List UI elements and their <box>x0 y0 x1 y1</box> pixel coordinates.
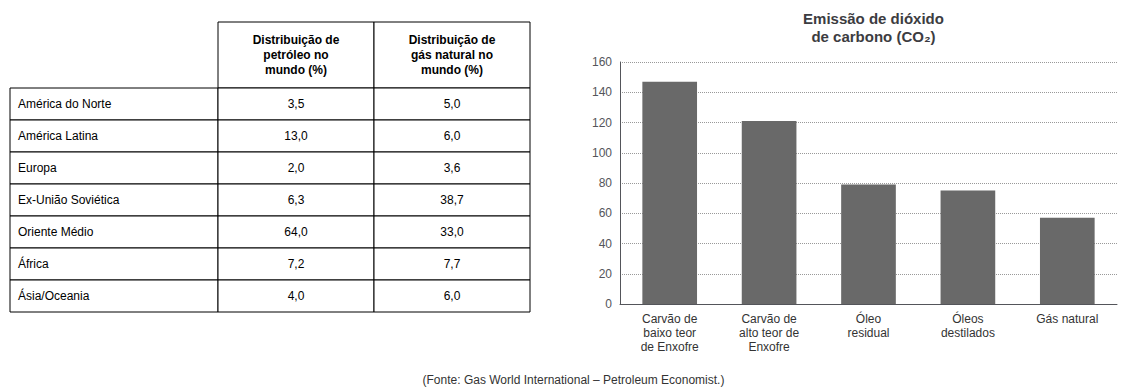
svg-text:alto teor de: alto teor de <box>739 326 799 340</box>
svg-text:de carbono (CO₂): de carbono (CO₂) <box>811 28 935 45</box>
svg-text:140: 140 <box>592 85 612 99</box>
svg-text:6,0: 6,0 <box>444 289 461 303</box>
svg-text:5,0: 5,0 <box>444 97 461 111</box>
svg-text:Enxofre: Enxofre <box>748 340 790 354</box>
svg-text:Carvão de: Carvão de <box>741 312 797 326</box>
svg-text:3,5: 3,5 <box>288 97 305 111</box>
svg-text:2,0: 2,0 <box>288 161 305 175</box>
svg-text:América do Norte: América do Norte <box>18 97 112 111</box>
svg-text:mundo (%): mundo (%) <box>265 63 327 77</box>
svg-text:gás natural no: gás natural no <box>411 48 493 62</box>
svg-text:160: 160 <box>592 55 612 69</box>
svg-text:residual: residual <box>847 326 889 340</box>
svg-text:13,0: 13,0 <box>284 129 308 143</box>
svg-text:de Enxofre: de Enxofre <box>641 340 699 354</box>
svg-text:Oriente Médio: Oriente Médio <box>18 225 94 239</box>
svg-text:(Fonte: Gas World Internationa: (Fonte: Gas World International – Petrol… <box>423 373 725 387</box>
svg-text:mundo (%): mundo (%) <box>421 63 483 77</box>
svg-text:60: 60 <box>599 206 613 220</box>
svg-text:7,7: 7,7 <box>444 257 461 271</box>
svg-text:Europa: Europa <box>18 161 57 175</box>
svg-text:64,0: 64,0 <box>284 225 308 239</box>
svg-text:40: 40 <box>599 237 613 251</box>
svg-text:100: 100 <box>592 146 612 160</box>
svg-text:80: 80 <box>599 176 613 190</box>
svg-text:7,2: 7,2 <box>288 257 305 271</box>
svg-text:destilados: destilados <box>941 326 995 340</box>
svg-text:Óleos: Óleos <box>952 311 983 326</box>
svg-text:petróleo no: petróleo no <box>263 48 328 62</box>
svg-text:4,0: 4,0 <box>288 289 305 303</box>
svg-text:Gás natural: Gás natural <box>1036 312 1098 326</box>
svg-text:0: 0 <box>605 297 612 311</box>
svg-text:Ásia/Oceania: Ásia/Oceania <box>18 288 90 303</box>
svg-text:Ex-União Soviética: Ex-União Soviética <box>18 193 120 207</box>
svg-text:33,0: 33,0 <box>440 225 464 239</box>
svg-text:3,6: 3,6 <box>444 161 461 175</box>
svg-text:38,7: 38,7 <box>440 193 464 207</box>
svg-text:Distribuição de: Distribuição de <box>253 33 340 47</box>
svg-text:20: 20 <box>599 267 613 281</box>
svg-text:África: África <box>18 256 49 271</box>
svg-text:Carvão de: Carvão de <box>642 312 698 326</box>
svg-text:América Latina: América Latina <box>18 129 98 143</box>
svg-text:Distribuição de: Distribuição de <box>409 33 496 47</box>
svg-text:120: 120 <box>592 116 612 130</box>
svg-text:Emissão de dióxido: Emissão de dióxido <box>803 10 944 27</box>
svg-text:6,3: 6,3 <box>288 193 305 207</box>
svg-text:baixo teor: baixo teor <box>643 326 696 340</box>
svg-text:Óleo: Óleo <box>856 311 882 326</box>
svg-text:6,0: 6,0 <box>444 129 461 143</box>
